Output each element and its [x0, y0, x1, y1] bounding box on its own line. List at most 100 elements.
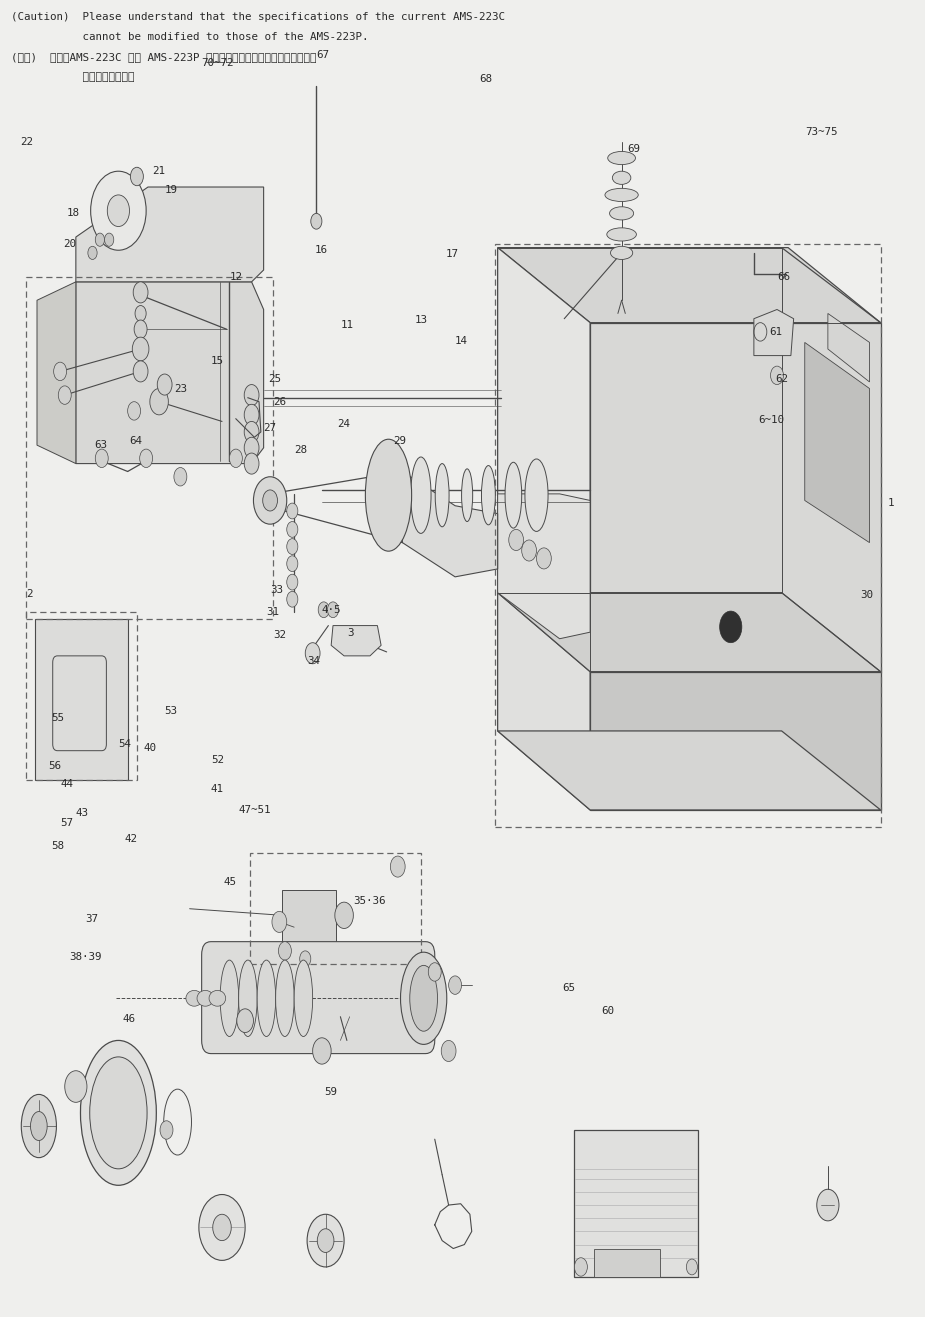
- Polygon shape: [498, 494, 590, 639]
- Bar: [26, 612, 137, 780]
- Bar: [594, 1249, 660, 1277]
- Ellipse shape: [90, 1056, 147, 1169]
- Ellipse shape: [239, 960, 257, 1036]
- Circle shape: [199, 1195, 245, 1260]
- Circle shape: [449, 976, 462, 994]
- Text: 14: 14: [455, 336, 468, 346]
- Text: 6~10: 6~10: [758, 415, 784, 425]
- Circle shape: [253, 477, 287, 524]
- Bar: [495, 244, 881, 827]
- Text: 22: 22: [20, 137, 33, 148]
- Circle shape: [771, 366, 783, 385]
- Ellipse shape: [186, 990, 203, 1006]
- Text: 70~72: 70~72: [202, 58, 234, 68]
- Text: ご了承ください。: ご了承ください。: [11, 71, 135, 82]
- Text: 26: 26: [273, 396, 286, 407]
- Circle shape: [95, 449, 108, 468]
- Text: 69: 69: [627, 144, 640, 154]
- Text: 18: 18: [67, 208, 80, 219]
- Circle shape: [244, 404, 259, 425]
- Polygon shape: [498, 593, 881, 672]
- Ellipse shape: [411, 457, 431, 533]
- Text: 11: 11: [340, 320, 353, 331]
- Text: 46: 46: [122, 1014, 135, 1025]
- Text: cannot be modified to those of the AMS-223P.: cannot be modified to those of the AMS-2…: [11, 32, 368, 42]
- Circle shape: [817, 1189, 839, 1221]
- Circle shape: [318, 602, 329, 618]
- Text: 30: 30: [860, 590, 873, 601]
- Text: 21: 21: [153, 166, 166, 176]
- Text: 24: 24: [338, 419, 351, 429]
- Ellipse shape: [505, 462, 522, 528]
- Circle shape: [140, 449, 153, 468]
- Circle shape: [287, 522, 298, 537]
- Text: 32: 32: [273, 630, 286, 640]
- Text: 20: 20: [63, 238, 76, 249]
- Text: 54: 54: [118, 739, 131, 749]
- Circle shape: [58, 386, 71, 404]
- Circle shape: [213, 1214, 231, 1241]
- Circle shape: [150, 389, 168, 415]
- Ellipse shape: [608, 151, 635, 165]
- Text: 44: 44: [60, 778, 73, 789]
- Text: 62: 62: [775, 374, 788, 385]
- Polygon shape: [590, 672, 881, 810]
- Circle shape: [174, 468, 187, 486]
- Ellipse shape: [605, 188, 638, 202]
- Ellipse shape: [197, 990, 214, 1006]
- Text: 68: 68: [479, 74, 492, 84]
- Text: 40: 40: [143, 743, 156, 753]
- Text: 19: 19: [165, 184, 178, 195]
- Text: 63: 63: [94, 440, 107, 450]
- Bar: [26, 277, 273, 619]
- Circle shape: [229, 449, 242, 468]
- Circle shape: [574, 1258, 587, 1276]
- Circle shape: [135, 306, 146, 321]
- Text: 35·36: 35·36: [353, 896, 386, 906]
- Ellipse shape: [294, 960, 313, 1036]
- Text: 66: 66: [777, 271, 790, 282]
- Text: 31: 31: [266, 607, 279, 618]
- Ellipse shape: [482, 465, 496, 525]
- Circle shape: [133, 361, 148, 382]
- Text: 34: 34: [307, 656, 320, 666]
- Circle shape: [287, 539, 298, 554]
- Circle shape: [132, 337, 149, 361]
- Text: 12: 12: [229, 271, 242, 282]
- Polygon shape: [498, 248, 590, 672]
- Text: 17: 17: [446, 249, 459, 259]
- Text: 67: 67: [316, 50, 329, 61]
- Ellipse shape: [31, 1112, 47, 1141]
- Text: 56: 56: [48, 761, 61, 772]
- Text: 47~51: 47~51: [239, 805, 271, 815]
- Ellipse shape: [21, 1094, 56, 1158]
- Circle shape: [287, 591, 298, 607]
- Ellipse shape: [610, 246, 633, 259]
- Ellipse shape: [410, 965, 438, 1031]
- Ellipse shape: [462, 469, 473, 522]
- Circle shape: [335, 902, 353, 928]
- Circle shape: [287, 574, 298, 590]
- Circle shape: [107, 195, 130, 227]
- Text: 41: 41: [211, 784, 224, 794]
- Circle shape: [327, 602, 339, 618]
- Circle shape: [54, 362, 67, 381]
- FancyBboxPatch shape: [202, 942, 435, 1054]
- Circle shape: [65, 1071, 87, 1102]
- Circle shape: [134, 320, 147, 338]
- Polygon shape: [498, 593, 590, 810]
- Text: (注意)  現行のAMS-223C から AMS-223P へ改造による仕様変更はできません。: (注意) 現行のAMS-223C から AMS-223P へ改造による仕様変更は…: [11, 51, 316, 62]
- Circle shape: [95, 233, 105, 246]
- Polygon shape: [498, 248, 881, 323]
- Circle shape: [263, 490, 278, 511]
- Ellipse shape: [209, 990, 226, 1006]
- Circle shape: [237, 1009, 253, 1033]
- Text: 1: 1: [888, 498, 894, 508]
- Ellipse shape: [80, 1040, 156, 1185]
- Circle shape: [157, 374, 172, 395]
- Text: 55: 55: [51, 712, 64, 723]
- Circle shape: [128, 402, 141, 420]
- Text: 2: 2: [26, 589, 32, 599]
- Circle shape: [307, 1214, 344, 1267]
- Polygon shape: [37, 282, 76, 464]
